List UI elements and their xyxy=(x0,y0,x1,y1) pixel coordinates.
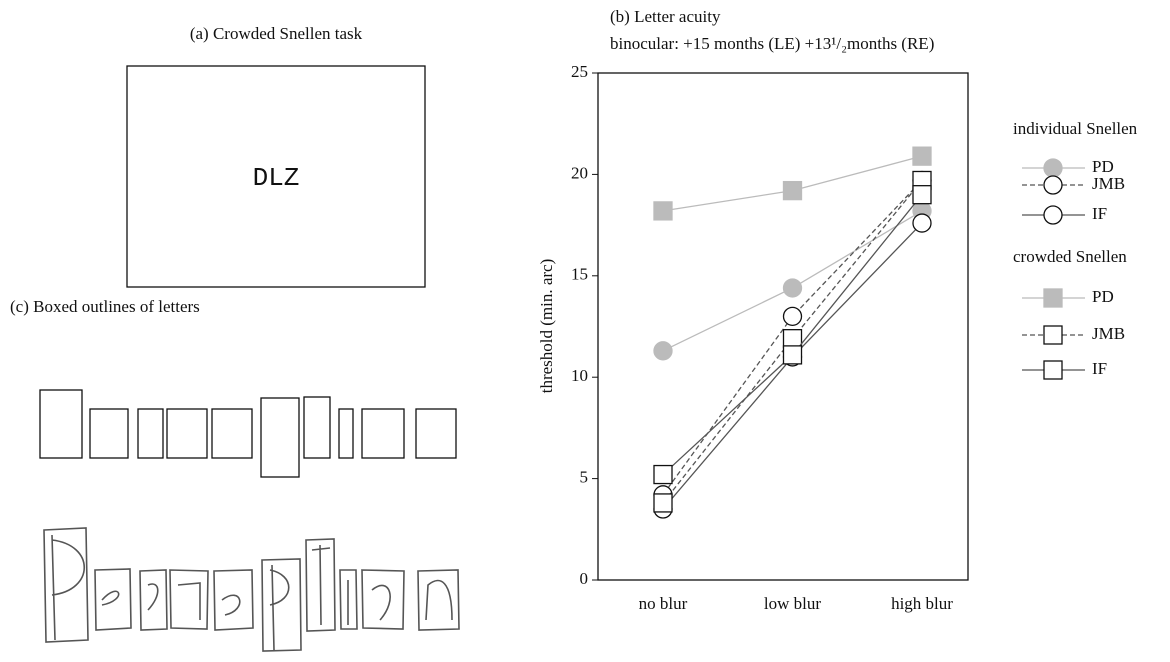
data-point xyxy=(782,345,803,365)
legend-label: IF xyxy=(1092,359,1107,378)
legend-label: IF xyxy=(1092,204,1107,223)
data-point xyxy=(782,180,803,201)
display-frame xyxy=(126,65,426,288)
chart-title: (b) Letter acuity xyxy=(610,7,721,26)
x-tick-label: high blur xyxy=(891,594,953,613)
data-point xyxy=(782,278,803,298)
y-tick-label: 15 xyxy=(571,265,588,284)
y-tick-label: 0 xyxy=(580,569,589,588)
legend-label: JMB xyxy=(1092,324,1125,343)
legend-marker xyxy=(1043,158,1063,178)
x-tick-label: low blur xyxy=(764,594,821,613)
x-tick-label: no blur xyxy=(639,594,688,613)
data-point xyxy=(653,493,673,513)
plot-frame xyxy=(597,72,969,581)
handwriting xyxy=(43,527,460,652)
data-point xyxy=(653,201,673,221)
legend-marker xyxy=(1043,175,1063,195)
legend-heading: individual Snellen xyxy=(1013,119,1138,138)
data-point xyxy=(912,146,932,166)
data-point xyxy=(782,306,803,327)
panel-c-title: (c) Boxed outlines of letters xyxy=(10,297,200,316)
y-tick-label: 25 xyxy=(571,62,588,81)
y-axis-label: threshold (min. arc) xyxy=(537,259,556,394)
legend-heading: crowded Snellen xyxy=(1013,247,1127,266)
data-point xyxy=(653,341,673,361)
legend-marker xyxy=(1043,288,1063,308)
panel-a-title: (a) Crowded Snellen task xyxy=(190,24,363,43)
data-point xyxy=(782,329,803,349)
legend-label: JMB xyxy=(1092,174,1125,193)
letter-boxes xyxy=(39,389,457,478)
data-point xyxy=(912,213,932,233)
y-tick-label: 10 xyxy=(571,366,588,385)
legend-marker xyxy=(1043,360,1063,380)
legend-marker xyxy=(1043,325,1063,345)
data-point xyxy=(912,185,932,205)
legend-label: PD xyxy=(1092,157,1114,176)
stimulus: DLZ xyxy=(253,163,300,193)
chart-subtitle: binocular: +15 months (LE) +13¹/₂months … xyxy=(610,34,934,53)
legend-label: PD xyxy=(1092,287,1114,306)
data-point xyxy=(653,464,673,485)
legend-marker xyxy=(1043,205,1063,225)
y-tick-label: 5 xyxy=(580,468,589,487)
y-tick-label: 20 xyxy=(571,163,588,182)
